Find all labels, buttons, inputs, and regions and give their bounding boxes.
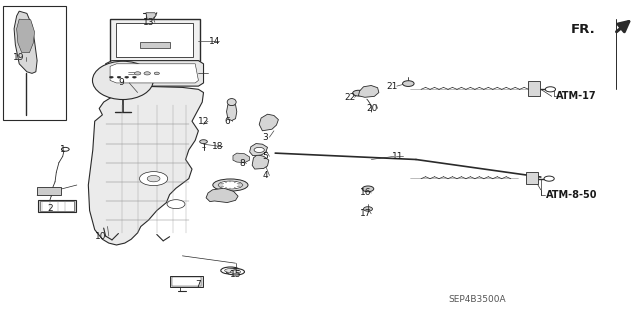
Bar xyxy=(3,6,66,120)
Ellipse shape xyxy=(221,267,240,274)
Circle shape xyxy=(254,147,264,152)
Circle shape xyxy=(134,72,141,75)
Text: 19: 19 xyxy=(13,53,25,62)
Circle shape xyxy=(403,81,414,86)
Polygon shape xyxy=(227,105,237,121)
Polygon shape xyxy=(106,61,204,86)
Bar xyxy=(172,277,201,286)
Circle shape xyxy=(140,172,168,186)
Ellipse shape xyxy=(212,179,248,191)
Text: 6: 6 xyxy=(225,117,230,126)
Text: 20: 20 xyxy=(367,104,378,113)
Text: 16: 16 xyxy=(360,189,372,197)
Text: 10: 10 xyxy=(95,232,107,241)
Circle shape xyxy=(544,176,554,181)
Polygon shape xyxy=(358,85,379,97)
Polygon shape xyxy=(146,13,156,19)
Circle shape xyxy=(144,72,150,75)
Text: 7: 7 xyxy=(196,280,201,289)
Polygon shape xyxy=(110,64,198,83)
Bar xyxy=(40,201,74,211)
Text: 15: 15 xyxy=(230,270,241,279)
Circle shape xyxy=(353,90,364,96)
Text: 17: 17 xyxy=(360,209,372,218)
Ellipse shape xyxy=(227,269,244,275)
Text: ATM-8-50: ATM-8-50 xyxy=(546,189,597,200)
Text: 4: 4 xyxy=(263,171,268,180)
Text: 14: 14 xyxy=(209,37,220,46)
Text: SEP4B3500A: SEP4B3500A xyxy=(448,295,506,304)
Ellipse shape xyxy=(230,270,241,274)
Polygon shape xyxy=(206,188,238,203)
Text: 22: 22 xyxy=(344,93,356,102)
Polygon shape xyxy=(259,114,278,131)
Bar xyxy=(37,187,61,195)
Polygon shape xyxy=(14,11,37,73)
Circle shape xyxy=(125,76,129,78)
Text: 1: 1 xyxy=(60,145,65,154)
Polygon shape xyxy=(252,155,269,169)
Polygon shape xyxy=(250,144,268,156)
Ellipse shape xyxy=(227,99,236,106)
Circle shape xyxy=(167,200,185,209)
Text: 9: 9 xyxy=(119,78,124,87)
Polygon shape xyxy=(233,153,250,163)
Text: 8: 8 xyxy=(239,159,244,168)
Circle shape xyxy=(117,76,121,78)
Circle shape xyxy=(154,72,159,75)
Bar xyxy=(110,19,200,61)
Text: 12: 12 xyxy=(198,117,209,126)
Text: 18: 18 xyxy=(212,142,223,151)
Circle shape xyxy=(109,76,113,78)
Bar xyxy=(170,276,203,287)
Text: ATM-17: ATM-17 xyxy=(556,91,596,101)
Circle shape xyxy=(362,186,374,192)
Bar xyxy=(116,23,193,57)
Text: 13: 13 xyxy=(143,18,154,27)
Polygon shape xyxy=(88,85,204,245)
Bar xyxy=(528,81,540,96)
Ellipse shape xyxy=(225,269,236,272)
Circle shape xyxy=(61,147,69,151)
Ellipse shape xyxy=(218,181,243,189)
Circle shape xyxy=(200,140,207,144)
Circle shape xyxy=(364,207,372,211)
Text: FR.: FR. xyxy=(570,23,595,36)
Text: 2: 2 xyxy=(47,204,52,213)
Circle shape xyxy=(147,175,160,182)
Polygon shape xyxy=(17,19,35,53)
Text: 5: 5 xyxy=(263,152,268,161)
Text: 11: 11 xyxy=(392,152,404,161)
Bar xyxy=(526,172,538,184)
Bar xyxy=(140,42,170,48)
Bar xyxy=(38,200,76,212)
Text: 21: 21 xyxy=(386,82,397,91)
Circle shape xyxy=(132,76,136,78)
Text: 3: 3 xyxy=(263,133,268,142)
Ellipse shape xyxy=(92,61,154,100)
Circle shape xyxy=(545,87,556,92)
